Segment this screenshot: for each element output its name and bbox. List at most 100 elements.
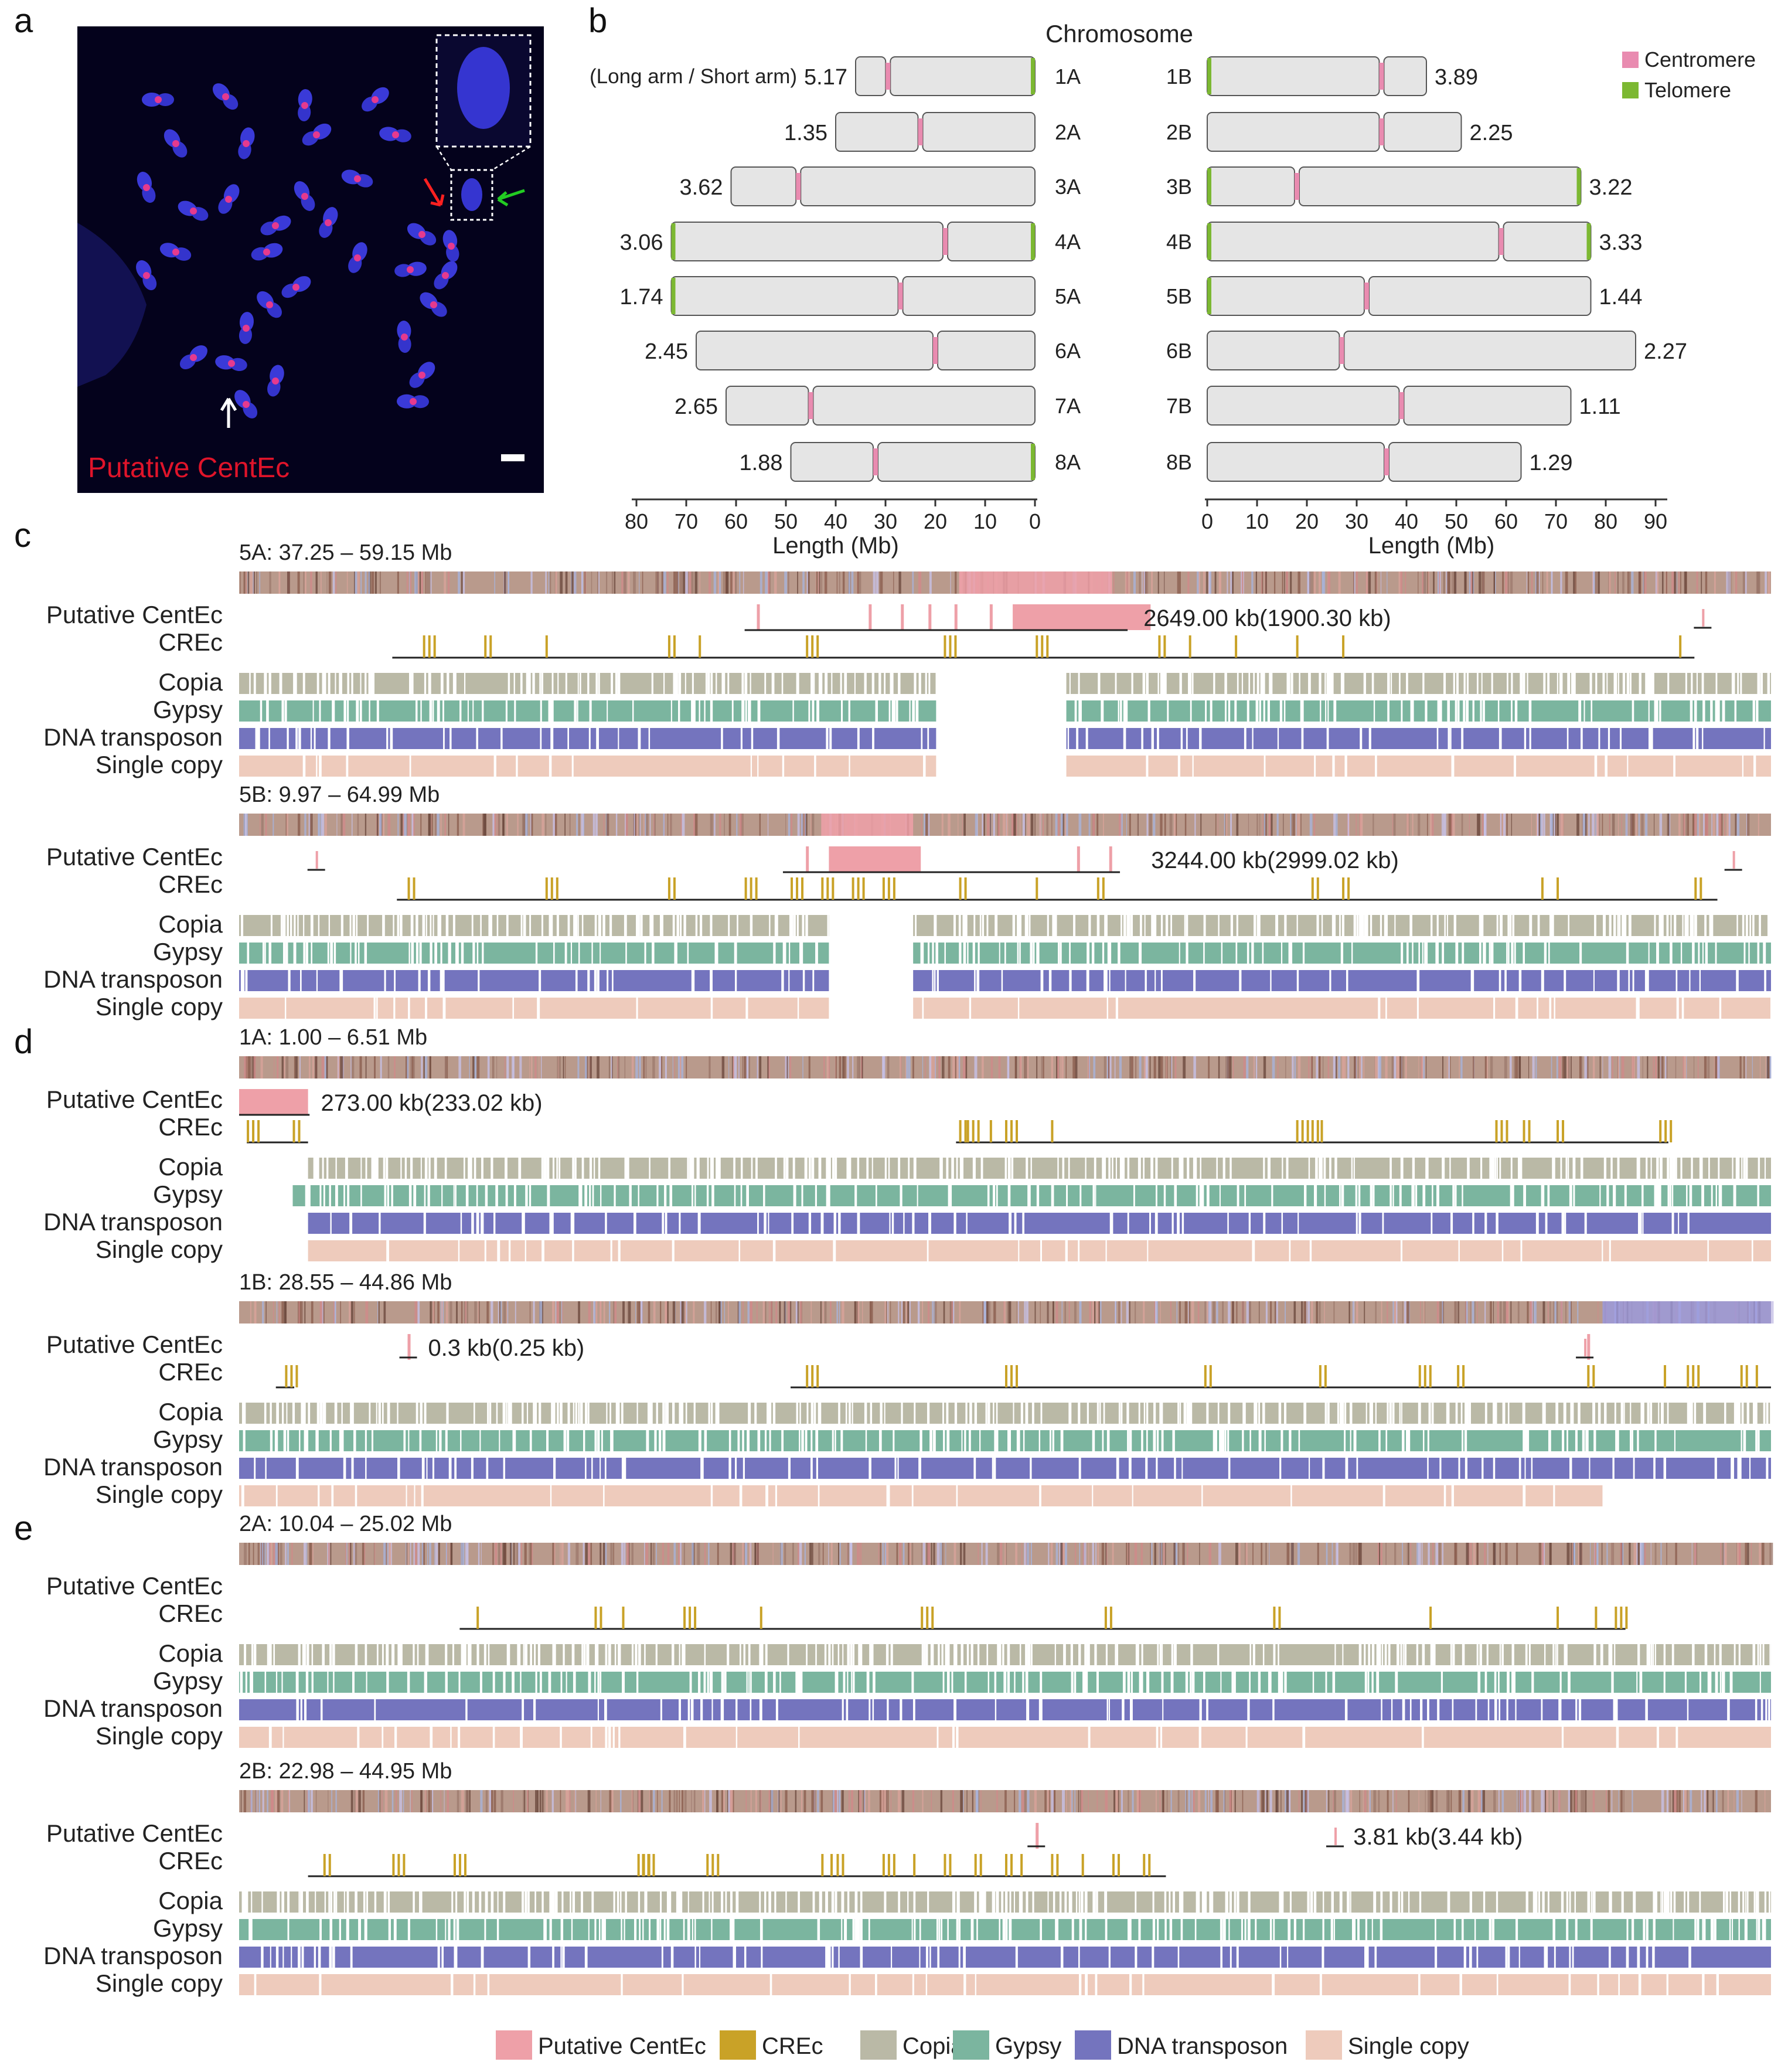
overview-stripe (1714, 571, 1716, 594)
track-gap (710, 1403, 713, 1424)
track-gap (1085, 1672, 1088, 1693)
crec-mark (1557, 1120, 1559, 1142)
track-gap (508, 1403, 510, 1424)
overview-stripe (464, 1301, 466, 1324)
track-gap (1572, 1403, 1574, 1424)
overview-stripe (382, 814, 385, 836)
track-gap (295, 728, 298, 749)
track-gap (1431, 915, 1433, 936)
overview-stripe (427, 1543, 428, 1565)
track-gap (1121, 915, 1122, 936)
track-gap (1435, 943, 1439, 964)
track-label: DNA transposon (43, 1208, 223, 1236)
track-gypsy (239, 1430, 1771, 1451)
track-gap (1258, 1403, 1261, 1424)
telomere-mark (671, 223, 676, 260)
overview-stripe (1482, 571, 1485, 594)
overview-stripe (1353, 571, 1354, 594)
overview-stripe (407, 814, 411, 836)
overview-stripe (1307, 1301, 1310, 1324)
track-gap (1341, 943, 1344, 964)
track-gap (1154, 915, 1157, 936)
track-gap (1507, 915, 1510, 936)
overview-stripe (819, 571, 820, 594)
track-gap (1501, 1240, 1504, 1261)
overview-stripe (1683, 814, 1685, 836)
track-gap (1003, 1672, 1007, 1693)
track-gap (1480, 915, 1483, 936)
track-gap (814, 756, 816, 777)
track-gap (1669, 1185, 1671, 1206)
track-gap (869, 1458, 871, 1479)
track-gap (1279, 1672, 1282, 1693)
track-gap (750, 756, 752, 777)
overview-stripe (1051, 814, 1053, 836)
track-gap (934, 915, 936, 936)
track-gap (1569, 1458, 1572, 1479)
track-gap (1544, 1644, 1546, 1665)
track-gap (343, 1458, 346, 1479)
track-gap (751, 1158, 753, 1179)
overview-stripe (789, 1056, 792, 1078)
track-label: CREc (158, 1113, 223, 1141)
overview-stripe (603, 814, 605, 836)
track-gap (1740, 1458, 1742, 1479)
track-gap (476, 1213, 479, 1234)
overview-stripe (759, 1056, 762, 1078)
track-gap (1613, 915, 1616, 936)
track-gap (1667, 1403, 1669, 1424)
overview-stripe (250, 571, 253, 594)
track-gap (1164, 1185, 1166, 1206)
crec-mark (972, 1120, 975, 1142)
track-gap (245, 1672, 247, 1693)
overview-stripe (1393, 814, 1396, 836)
track-gap (961, 1644, 963, 1665)
overview-stripe (1694, 814, 1697, 836)
chromosome-name: 5B (1166, 284, 1192, 308)
track-label: DNA transposon (43, 1695, 223, 1722)
track-gap (1112, 1158, 1113, 1179)
centromere-mark (1295, 173, 1299, 200)
track-gap (819, 1403, 822, 1424)
track-gap (1224, 673, 1227, 694)
overview-stripe (762, 1301, 766, 1324)
track-gap (1610, 1158, 1613, 1179)
track-gap (533, 1699, 536, 1720)
overview-stripe (1516, 1543, 1518, 1565)
track-gap (506, 1403, 508, 1424)
track-gap (1736, 970, 1739, 991)
overview-stripe (1477, 1790, 1480, 1812)
track-gap (682, 1644, 684, 1665)
track-gap (1752, 700, 1755, 722)
track-dna (239, 728, 936, 749)
track-gap (336, 1185, 338, 1206)
overview-stripe (445, 1301, 448, 1324)
centec-small-mark (1732, 851, 1735, 869)
overview-stripe (1026, 1543, 1030, 1565)
track-gap (1199, 1699, 1202, 1720)
overview-stripe (1132, 1790, 1134, 1812)
track-gap (1432, 1185, 1433, 1206)
track-gap (692, 673, 694, 694)
track-gap (1108, 1158, 1111, 1179)
overview-stripe (1178, 1543, 1180, 1565)
track-gap (1599, 1185, 1601, 1206)
track-gap (995, 915, 998, 936)
track-gap (1165, 915, 1169, 936)
track-gap (1482, 915, 1484, 936)
overview-stripe (1724, 1543, 1727, 1565)
centromere-mark (1364, 283, 1369, 309)
track-gap (435, 1430, 438, 1451)
overview-stripe (743, 1543, 745, 1565)
overview-stripe (1272, 1056, 1275, 1078)
overview-stripe (306, 1543, 308, 1565)
track-gap (319, 1403, 323, 1424)
track-label: Putative CentEc (46, 1086, 223, 1113)
x-axis-label: Length (Mb) (1368, 533, 1495, 559)
overview-stripe (1544, 1790, 1545, 1812)
track-gap (1040, 1403, 1043, 1424)
track-gap (1323, 1158, 1326, 1179)
crec-mark (1664, 1120, 1667, 1142)
crec-mark (1036, 635, 1038, 658)
overview-stripe (310, 571, 312, 594)
